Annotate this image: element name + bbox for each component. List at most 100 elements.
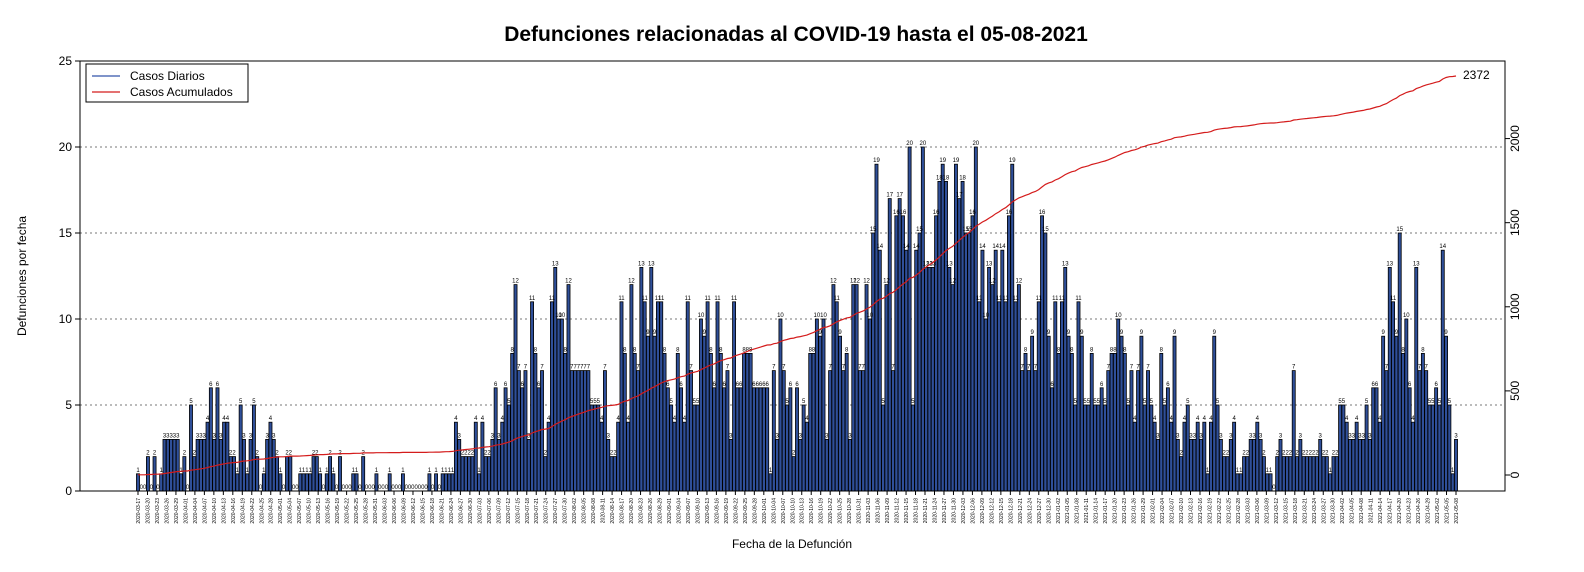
bar-value-label: 3 <box>163 433 167 439</box>
bar-value-label: 0 <box>150 485 154 491</box>
x-tick-label: 2020-07-30 <box>563 498 569 524</box>
bar-value-label: 3 <box>775 433 779 439</box>
bar-value-label: 4 <box>474 416 478 422</box>
bar <box>1165 387 1170 492</box>
bar <box>1238 473 1243 492</box>
bar-value-label: 2 <box>467 451 471 457</box>
bar-value-label: 20 <box>906 141 913 147</box>
bar <box>765 387 770 492</box>
x-tick-label: 2020-07-06 <box>487 498 493 524</box>
bar-value-label: 6 <box>209 382 213 388</box>
bar-value-label: 5 <box>1143 399 1147 405</box>
y2-tick-label: 1500 <box>1508 209 1522 236</box>
bar-value-label: 1 <box>246 468 250 474</box>
bar-value-label: 3 <box>848 433 852 439</box>
bar-value-label: 3 <box>249 433 253 439</box>
bar-value-label: 11 <box>834 296 841 302</box>
x-tick-label: 2020-07-03 <box>477 498 483 524</box>
bar <box>1132 421 1137 492</box>
bar-value-label: 7 <box>782 365 786 371</box>
bar <box>821 318 826 492</box>
bar-value-label: 12 <box>512 279 519 285</box>
x-tick-label: 2020-07-09 <box>496 498 502 524</box>
bar-value-label: 4 <box>1209 416 1213 422</box>
bar <box>1040 215 1044 492</box>
bar-value-label: 7 <box>772 365 776 371</box>
bar-value-label: 3 <box>497 433 501 439</box>
bar-value-label: 0 <box>408 485 412 491</box>
x-tick-label: 2020-06-30 <box>468 498 474 524</box>
bar <box>530 301 534 492</box>
x-tick-label: 2021-03-12 <box>1274 498 1280 524</box>
bar <box>735 387 740 492</box>
bar <box>748 352 753 492</box>
bar <box>1066 335 1071 492</box>
bar <box>1126 404 1131 492</box>
bar <box>612 456 617 492</box>
x-tick-label: 2021-01-29 <box>1141 498 1147 524</box>
bar <box>1348 438 1352 492</box>
bar <box>579 370 584 492</box>
x-tick-label: 2020-07-15 <box>515 498 521 524</box>
bar <box>662 352 667 492</box>
x-tick-label: 2021-02-25 <box>1226 498 1232 524</box>
bar-value-label: 3 <box>1249 433 1253 439</box>
bar-value-label: 3 <box>458 433 462 439</box>
bar-value-label: 2 <box>1276 451 1280 457</box>
bar <box>987 266 991 492</box>
bar-value-label: 3 <box>242 433 246 439</box>
bar <box>1278 438 1283 492</box>
bar-value-label: 0 <box>140 485 144 491</box>
x-axis-label: Fecha de la Defunción <box>732 537 852 551</box>
bar-value-label: 13 <box>638 261 645 267</box>
bar <box>179 473 183 492</box>
bar <box>1129 370 1134 492</box>
bar-value-label: 14 <box>913 244 920 250</box>
bar-value-label: 1 <box>332 468 336 474</box>
bar <box>569 370 574 492</box>
bar <box>692 404 697 492</box>
bar <box>857 370 862 492</box>
x-tick-label: 2021-03-18 <box>1293 498 1299 524</box>
bar <box>1384 370 1389 492</box>
bar <box>172 438 177 492</box>
x-tick-label: 2020-08-23 <box>639 498 645 524</box>
bar-value-label: 6 <box>537 382 541 388</box>
bar <box>497 438 501 492</box>
bar-value-label: 7 <box>1027 365 1031 371</box>
bar-value-label: 9 <box>1395 330 1399 336</box>
bar <box>609 456 614 492</box>
bar-value-label: 1 <box>355 468 359 474</box>
bar-value-label: 16 <box>1006 210 1013 216</box>
y-axis-label: Defunciones por fecha <box>15 216 29 336</box>
bar-value-label: 11 <box>996 296 1003 302</box>
bar <box>1358 438 1362 492</box>
bar <box>785 404 789 492</box>
bar <box>202 438 207 492</box>
x-tick-label: 2020-10-19 <box>819 498 825 524</box>
bar <box>897 198 902 492</box>
bar-value-label: 1 <box>1269 468 1273 474</box>
bar-value-label: 18 <box>959 175 966 181</box>
bar <box>298 473 303 492</box>
bar-value-label: 1 <box>375 468 379 474</box>
x-tick-label: 2020-12-18 <box>1008 498 1014 524</box>
bar-value-label: 4 <box>501 416 505 422</box>
bar <box>934 215 939 492</box>
bar-value-label: 13 <box>552 261 559 267</box>
bar-value-label: 3 <box>265 433 269 439</box>
bar-value-label: 4 <box>1232 416 1236 422</box>
bar-value-label: 0 <box>348 485 352 491</box>
bar-value-label: 11 <box>1003 296 1010 302</box>
bar <box>1291 370 1296 492</box>
bar <box>546 421 551 492</box>
bar-value-label: 6 <box>1434 382 1438 388</box>
bar <box>738 387 743 492</box>
bar-value-label: 7 <box>726 365 730 371</box>
bar-value-label: 3 <box>219 433 223 439</box>
bar-value-label: 5 <box>1448 399 1452 405</box>
bar-value-label: 13 <box>986 261 993 267</box>
bar-value-label: 9 <box>1444 330 1448 336</box>
x-tick-label: 2021-01-08 <box>1075 498 1081 524</box>
bar <box>1404 318 1409 492</box>
